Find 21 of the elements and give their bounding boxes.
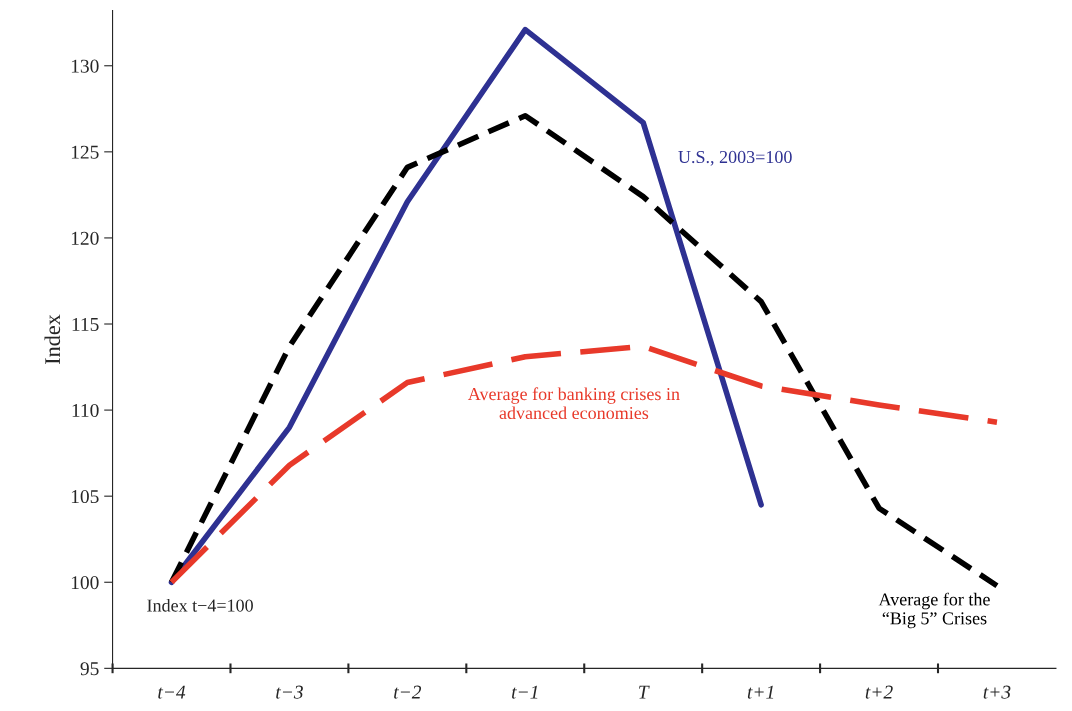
x-tick-label: t−1 [512, 685, 538, 699]
series-label: U.S., 2003=100 [678, 150, 792, 166]
y-tick-label: 95 [80, 662, 99, 676]
x-tick-label: t−4 [158, 685, 186, 699]
annotation: Index t−4=100 [147, 598, 253, 612]
series-label: Average for banking crises in advanced economies [467, 387, 680, 420]
y-tick-label: 125 [71, 145, 99, 159]
x-tick-label: T [639, 685, 650, 699]
y-tick-label: 105 [71, 489, 99, 504]
x-tick-label: t−3 [276, 685, 303, 699]
y-tick-label: 130 [71, 59, 99, 73]
x-tick-label: t+3 [983, 685, 1011, 699]
y-axis-title: Index [44, 314, 61, 364]
x-tick-label: t−2 [394, 685, 422, 699]
x-tick-label: t+2 [865, 685, 893, 699]
series-label: Average for the “Big 5” Crises [878, 592, 990, 629]
y-tick-label: 115 [72, 317, 99, 331]
y-tick-label: 110 [72, 403, 99, 418]
y-tick-label: 100 [71, 576, 99, 590]
x-tick-label: t+1 [747, 685, 774, 699]
y-tick-label: 120 [71, 231, 99, 245]
